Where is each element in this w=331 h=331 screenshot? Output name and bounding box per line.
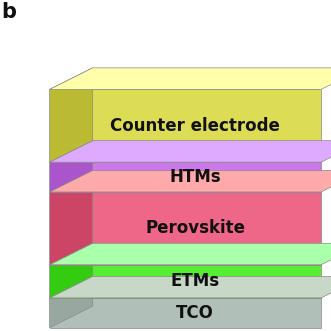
Polygon shape [50, 276, 331, 298]
Polygon shape [50, 243, 331, 265]
Polygon shape [50, 192, 321, 265]
Polygon shape [50, 243, 93, 298]
Polygon shape [50, 141, 93, 192]
Text: HTMs: HTMs [169, 168, 221, 186]
Text: TCO: TCO [176, 304, 214, 322]
Polygon shape [50, 170, 331, 192]
Polygon shape [50, 89, 321, 162]
Text: ETMs: ETMs [171, 272, 220, 290]
Polygon shape [50, 68, 93, 162]
Polygon shape [50, 170, 93, 265]
Text: b: b [2, 2, 17, 22]
Polygon shape [50, 68, 331, 89]
Polygon shape [50, 162, 321, 192]
Polygon shape [50, 265, 321, 298]
Polygon shape [50, 141, 331, 162]
Polygon shape [50, 276, 93, 328]
Polygon shape [50, 298, 321, 328]
Text: Counter electrode: Counter electrode [110, 117, 280, 135]
Text: Perovskite: Perovskite [145, 219, 245, 237]
